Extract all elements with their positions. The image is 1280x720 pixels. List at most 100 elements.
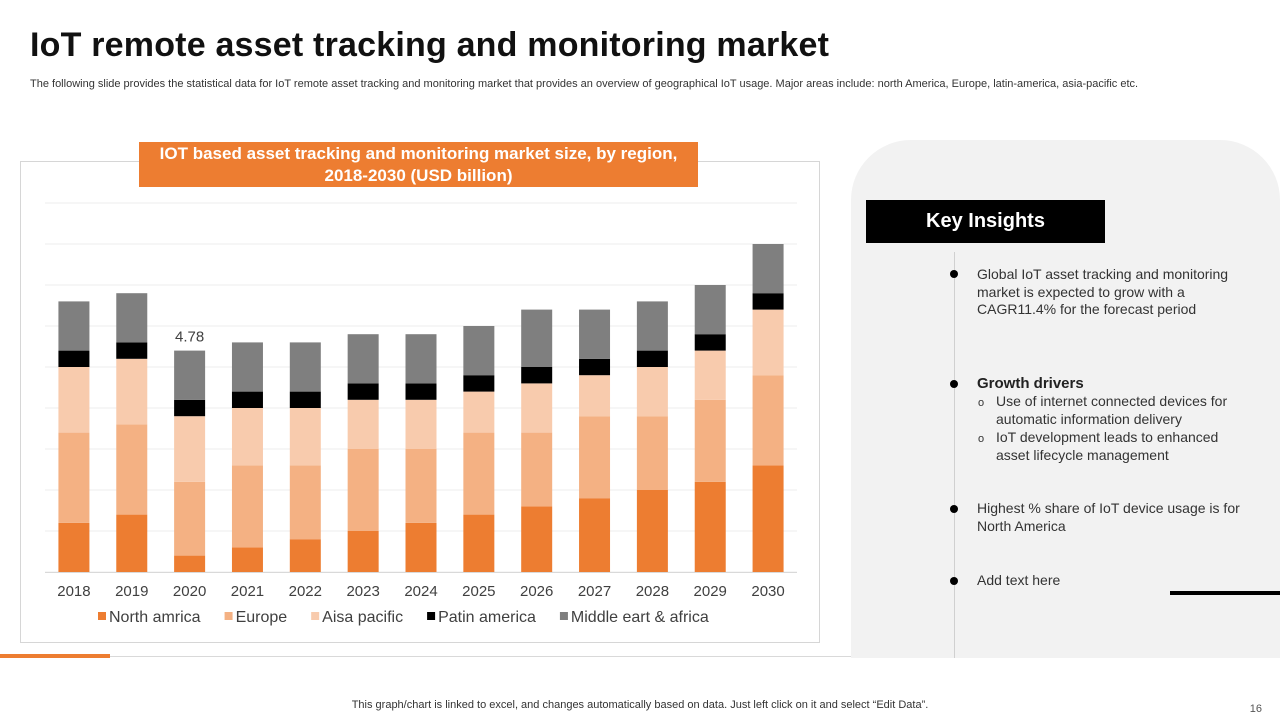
bar-segment — [463, 514, 495, 572]
bar-segment — [58, 432, 90, 523]
bar-segment — [58, 350, 90, 367]
x-tick-label: 2026 — [520, 583, 553, 600]
x-tick-label: 2029 — [694, 583, 727, 600]
legend-label: North amrica — [109, 609, 201, 626]
bullet-dot — [950, 577, 958, 585]
bar-segment — [231, 342, 263, 392]
bar-segment — [58, 522, 90, 572]
page-title: IoT remote asset tracking and monitoring… — [30, 26, 830, 64]
sub-bullet-marker: o — [978, 397, 985, 409]
bar-segment — [405, 383, 437, 400]
bar-segment — [116, 342, 148, 359]
bar-segment — [289, 539, 321, 572]
bar-segment — [116, 358, 148, 425]
bar-segment — [694, 334, 726, 351]
bar-segment — [405, 522, 437, 572]
bar-segment — [521, 367, 553, 384]
bar-segment — [463, 432, 495, 515]
bar-segment — [116, 293, 148, 343]
bar-segment — [694, 350, 726, 400]
x-tick-label: 2023 — [346, 583, 379, 600]
x-tick-label: 2021 — [231, 583, 264, 600]
x-tick-label: 2030 — [751, 583, 784, 600]
bar-segment — [463, 375, 495, 392]
bullet-dot — [950, 380, 958, 388]
insights-header: Key Insights — [866, 200, 1105, 243]
insight-add-text[interactable]: Add text here — [977, 572, 1061, 588]
bar-segment — [752, 375, 784, 466]
bar-segment — [58, 367, 90, 433]
x-tick-label: 2028 — [636, 583, 669, 600]
right-accent-bar — [1170, 591, 1280, 595]
bar-segment — [347, 531, 379, 572]
bar-segment — [636, 490, 668, 572]
bar-segment — [521, 309, 553, 367]
bar-segment — [58, 301, 90, 351]
bar-segment — [636, 301, 668, 351]
legend-label: Patin america — [438, 609, 536, 626]
insight-north-america-share: Highest % share of IoT device usage is f… — [977, 500, 1240, 534]
bar-segment — [347, 449, 379, 531]
bar-segment — [579, 416, 611, 499]
x-tick-label: 2022 — [289, 583, 322, 600]
bar-segment — [579, 358, 611, 376]
bar-segment — [174, 416, 206, 482]
bar-segment — [289, 342, 321, 392]
bar-segment — [174, 555, 206, 572]
bar-segment — [752, 309, 784, 376]
bar-segment — [347, 334, 379, 384]
bar-segment — [521, 506, 553, 572]
bar-segment — [463, 326, 495, 376]
bar-segment — [636, 416, 668, 490]
x-tick-label: 2019 — [115, 583, 148, 600]
bar-segment — [752, 293, 784, 310]
bar-segment — [231, 408, 263, 466]
bar-segment — [289, 391, 321, 408]
bar-segment — [694, 481, 726, 572]
legend-label: Aisa pacific — [322, 609, 403, 626]
legend-swatch — [559, 612, 568, 620]
legend-swatch — [224, 612, 233, 620]
bar-segment — [636, 350, 668, 367]
bar-segment — [347, 383, 379, 400]
legend-label: Middle eart & africa — [571, 609, 709, 626]
bar-segment — [405, 334, 437, 384]
chart-title: IOT based asset tracking and monitoring … — [139, 142, 698, 187]
insight-growth-driver-2: IoT development leads to enhanced asset … — [996, 429, 1219, 463]
bar-segment — [289, 465, 321, 540]
bottom-accent-bar — [0, 654, 110, 658]
insights-timeline-line — [954, 252, 955, 658]
page-number: 16 — [1249, 703, 1262, 715]
x-tick-label: 2025 — [462, 583, 495, 600]
bar-segment — [752, 244, 784, 294]
bullet-dot — [950, 505, 958, 513]
bar-segment — [231, 465, 263, 548]
bar-segment — [579, 375, 611, 417]
bottom-divider — [0, 656, 1280, 657]
x-tick-label: 2027 — [578, 583, 611, 600]
bar-segment — [231, 547, 263, 572]
bar-segment — [116, 424, 148, 515]
bar-segment — [174, 481, 206, 556]
x-tick-label: 2020 — [173, 583, 206, 600]
data-label: 4.78 — [175, 329, 204, 346]
bar-segment — [579, 498, 611, 572]
bar-segment — [174, 350, 206, 400]
legend-label: Europe — [236, 609, 288, 626]
bar-segment — [694, 399, 726, 482]
page-subtitle: The following slide provides the statist… — [30, 78, 1139, 90]
sub-bullet-marker: o — [978, 433, 985, 445]
bar-segment — [463, 391, 495, 433]
bar-segment — [289, 408, 321, 466]
bar-segment — [694, 285, 726, 335]
bar-segment — [405, 449, 437, 523]
bar-segment — [521, 383, 553, 433]
bar-segment — [116, 514, 148, 572]
x-tick-label: 2024 — [404, 583, 437, 600]
insight-growth-driver-1: Use of internet connected devices for au… — [996, 393, 1228, 427]
bar-segment — [521, 432, 553, 507]
insight-cagr: Global IoT asset tracking and monitoring… — [977, 266, 1229, 317]
legend-swatch — [311, 612, 320, 620]
x-tick-label: 2018 — [57, 583, 90, 600]
